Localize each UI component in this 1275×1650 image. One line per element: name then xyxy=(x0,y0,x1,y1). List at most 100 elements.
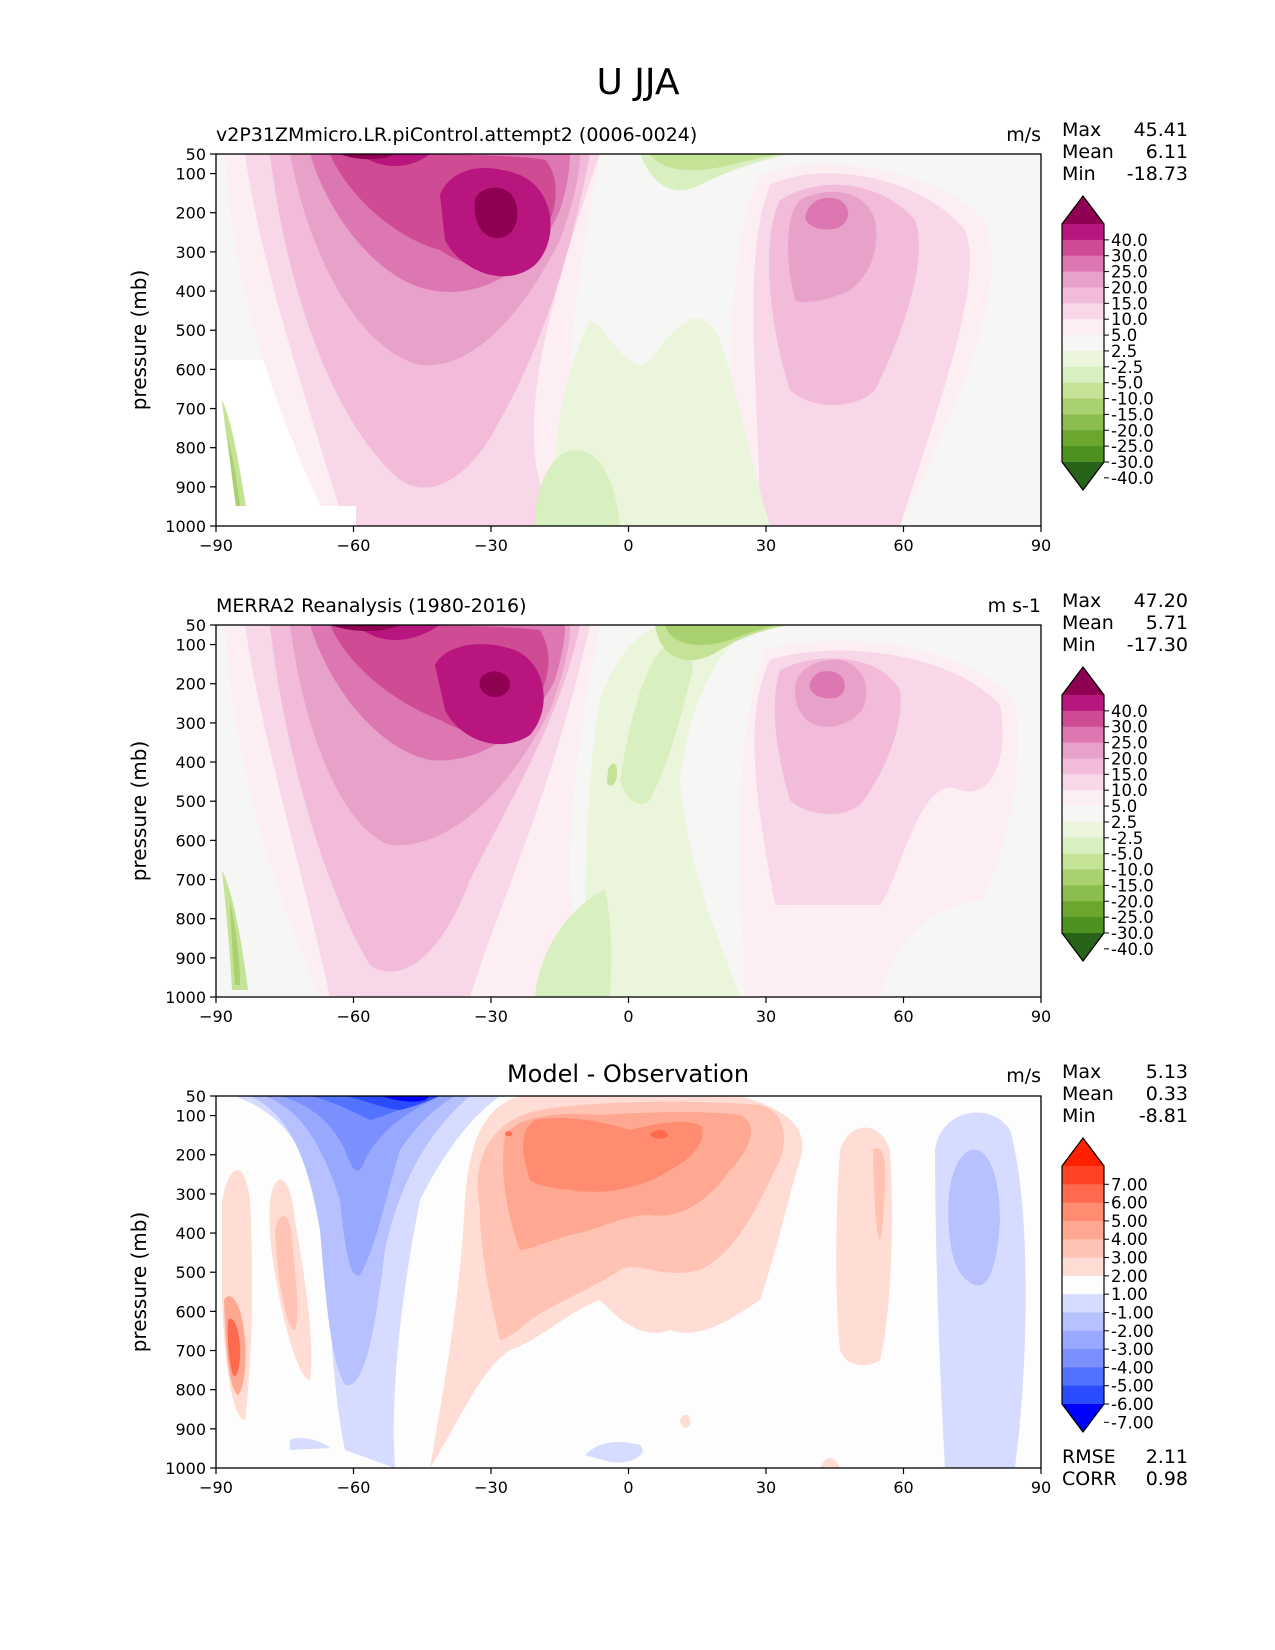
colorbar-band xyxy=(1062,382,1104,400)
xtick-label: −60 xyxy=(337,1478,371,1497)
colorbar-label: 1.00 xyxy=(1111,1285,1148,1304)
panel-difference-stats: Max 5.13 Mean 0.33 Min -8.81 RMSE 2.11 C… xyxy=(1062,1061,1188,1490)
colorbar-label: 5.0 xyxy=(1111,326,1137,345)
colorbar-label: 7.00 xyxy=(1111,1175,1148,1194)
colorbar-band xyxy=(1062,430,1104,447)
ytick-label: 700 xyxy=(175,400,206,419)
colorbar-label: -5.0 xyxy=(1111,374,1143,393)
stat-rmse-label: RMSE xyxy=(1062,1446,1116,1468)
colorbar-label: -20.0 xyxy=(1111,421,1154,440)
colorbar-band xyxy=(1062,1202,1104,1222)
ytick-label: 400 xyxy=(175,282,206,301)
colorbar-band xyxy=(1062,366,1104,384)
xtick-label: 30 xyxy=(756,536,776,555)
colorbar-label: 2.00 xyxy=(1111,1267,1148,1286)
colorbar-label: 25.0 xyxy=(1111,263,1148,282)
colorbar-band xyxy=(1062,414,1104,431)
panel-observation-colorbar: 40.030.025.020.015.010.05.02.5-2.5-5.0-1… xyxy=(1061,666,1154,962)
stat-max-label: Max xyxy=(1062,119,1101,141)
colorbar-band xyxy=(1062,1257,1104,1277)
stat-mean-value: 6.11 xyxy=(1146,141,1188,163)
colorbar-band xyxy=(1062,806,1104,823)
panel-observation-ylabel: pressure (mb) xyxy=(127,741,151,882)
panel-observation-title: MERRA2 Reanalysis (1980-2016) xyxy=(216,595,527,617)
xtick-label: 0 xyxy=(623,536,633,555)
colorbar-label: -20.0 xyxy=(1111,892,1154,911)
xtick-label: −60 xyxy=(337,536,371,555)
colorbar-band xyxy=(1062,901,1104,918)
ytick-label: 900 xyxy=(175,949,206,968)
ytick-label: 50 xyxy=(186,145,206,164)
colorbar-band xyxy=(1062,1385,1104,1405)
colorbar-label: 20.0 xyxy=(1111,278,1148,297)
colorbar-label: -7.00 xyxy=(1111,1413,1154,1432)
colorbar-label: 2.5 xyxy=(1111,342,1137,361)
panel-difference-contours xyxy=(216,1096,1041,1468)
colorbar-label: 4.00 xyxy=(1111,1230,1148,1249)
stat-min-value: -8.81 xyxy=(1139,1105,1188,1127)
colorbar-band xyxy=(1062,271,1104,288)
xtick-label: −90 xyxy=(199,1478,233,1497)
colorbar-label: -25.0 xyxy=(1111,437,1154,456)
panel-difference: Model - Observation m/s xyxy=(127,1060,1188,1497)
colorbar-band xyxy=(1062,335,1104,352)
panel-difference-title: Model - Observation xyxy=(507,1060,749,1088)
colorbar-label: -5.00 xyxy=(1111,1377,1154,1396)
colorbar-extend-top xyxy=(1062,667,1104,695)
ytick-label: 1000 xyxy=(165,988,206,1007)
stat-corr-label: CORR xyxy=(1062,1468,1117,1490)
stat-min-label: Min xyxy=(1062,163,1096,185)
colorbar-band xyxy=(1062,758,1104,775)
stat-min-label: Min xyxy=(1062,1105,1096,1127)
colorbar-label: 15.0 xyxy=(1111,765,1148,784)
ytick-label: 700 xyxy=(175,1342,206,1361)
colorbar-label: -10.0 xyxy=(1111,861,1154,880)
xtick-label: −90 xyxy=(199,536,233,555)
panel-model-stats: Max 45.41 Mean 6.11 Min -18.73 xyxy=(1062,119,1188,185)
panel-difference-units: m/s xyxy=(1006,1065,1041,1087)
colorbar-label: 6.00 xyxy=(1111,1194,1148,1213)
colorbar-band xyxy=(1062,446,1104,463)
ytick-label: 50 xyxy=(186,616,206,635)
colorbar-band xyxy=(1062,853,1104,871)
colorbar-label: -40.0 xyxy=(1111,469,1154,488)
xtick-label: 60 xyxy=(893,536,913,555)
colorbar-band xyxy=(1062,255,1104,273)
colorbar-label: -30.0 xyxy=(1111,924,1154,943)
colorbar-band xyxy=(1062,742,1104,759)
ytick-label: 100 xyxy=(175,636,206,655)
colorbar-extend-bottom xyxy=(1062,462,1104,490)
colorbar-band xyxy=(1062,1239,1104,1259)
panel-observation-stats: Max 47.20 Mean 5.71 Min -17.30 xyxy=(1062,590,1188,656)
xtick-label: 90 xyxy=(1031,536,1051,555)
colorbar-label: 30.0 xyxy=(1111,718,1148,737)
colorbar-band xyxy=(1062,885,1104,902)
colorbar-extend-bottom xyxy=(1062,1404,1104,1432)
ytick-label: 600 xyxy=(175,1302,206,1321)
ytick-label: 100 xyxy=(175,165,206,184)
colorbar-band xyxy=(1062,1220,1104,1240)
xtick-label: 90 xyxy=(1031,1478,1051,1497)
ytick-label: 200 xyxy=(175,1146,206,1165)
ytick-label: 800 xyxy=(175,439,206,458)
stat-max-value: 45.41 xyxy=(1134,119,1188,141)
xtick-label: 60 xyxy=(893,1478,913,1497)
xtick-label: 0 xyxy=(623,1478,633,1497)
ytick-label: 400 xyxy=(175,1224,206,1243)
colorbar-band xyxy=(1062,287,1104,304)
ytick-label: 500 xyxy=(175,321,206,340)
xtick-label: 90 xyxy=(1031,1007,1051,1026)
ytick-label: 400 xyxy=(175,753,206,772)
panel-difference-ylabel: pressure (mb) xyxy=(127,1212,151,1353)
stat-max-label: Max xyxy=(1062,1061,1101,1083)
ytick-label: 700 xyxy=(175,871,206,890)
colorbar-band xyxy=(1062,1312,1104,1332)
colorbar-label: 20.0 xyxy=(1111,749,1148,768)
colorbar-band xyxy=(1062,695,1104,712)
figure-title: U JJA xyxy=(596,62,679,103)
ytick-label: 200 xyxy=(175,675,206,694)
panel-model-colorbar: 40.030.025.020.015.010.05.02.5-2.5-5.0-1… xyxy=(1061,195,1154,491)
panel-model-title: v2P31ZMmicro.LR.piControl.attempt2 (0006… xyxy=(216,124,697,146)
